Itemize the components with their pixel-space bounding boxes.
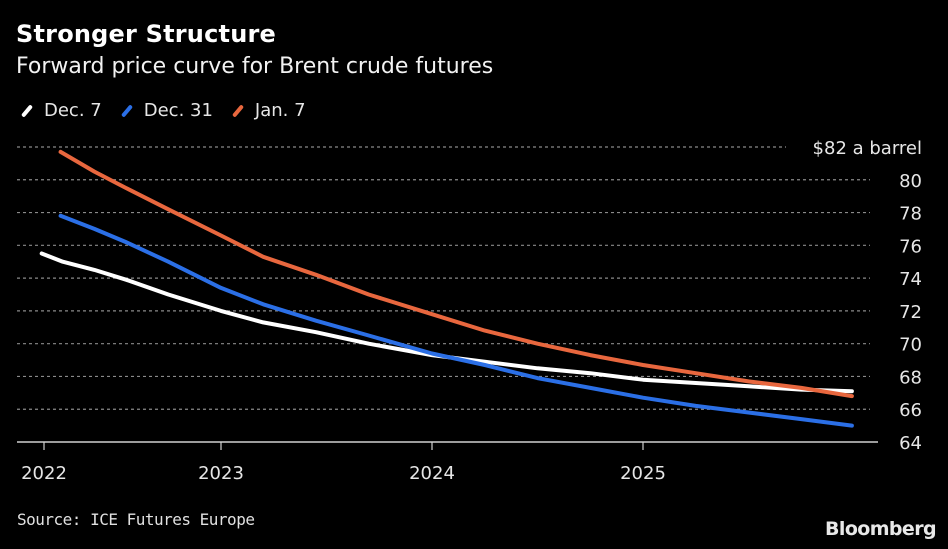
series-lines [39, 149, 854, 428]
series-line-jan-7 [58, 149, 854, 399]
y-tick-label-66: 66 [899, 400, 922, 421]
y-tick-label-82: $82 a barrel [813, 138, 922, 159]
legend-label-jan-7: Jan. 7 [254, 100, 306, 121]
y-tick-label-64: 64 [899, 433, 922, 454]
chart-subtitle: Forward price curve for Brent crude futu… [16, 54, 494, 79]
y-tick-label-76: 76 [899, 236, 922, 257]
y-tick-label-80: 80 [899, 171, 922, 192]
y-tick-label-78: 78 [899, 204, 922, 225]
y-axis-tick-labels: 64 66 68 70 72 74 76 78 80 $82 a barrel [813, 138, 922, 454]
x-tick-label-2022: 2022 [21, 463, 67, 484]
y-tick-label-68: 68 [899, 367, 922, 388]
series-line-dec-7 [39, 251, 854, 394]
legend-item-dec-7: Dec. 7 [18, 100, 102, 121]
gridlines [17, 146, 870, 410]
chart-title: Stronger Structure [16, 20, 276, 48]
legend-item-dec-31: Dec. 31 [118, 100, 213, 121]
series-line-dec-31 [58, 213, 854, 428]
x-axis: 2022 2023 2024 2025 [17, 441, 878, 484]
legend-item-jan-7: Jan. 7 [229, 100, 306, 121]
y-tick-label-74: 74 [899, 269, 922, 290]
legend-label-dec-7: Dec. 7 [44, 100, 102, 121]
x-tick-label-2025: 2025 [620, 463, 666, 484]
source-note: Source: ICE Futures Europe [17, 510, 255, 529]
y-tick-label-70: 70 [899, 335, 922, 356]
chart-legend: Dec. 7 Dec. 31 Jan. 7 [18, 100, 322, 121]
legend-label-dec-31: Dec. 31 [143, 100, 213, 121]
bloomberg-logo: Bloomberg [825, 518, 937, 540]
x-tick-label-2023: 2023 [198, 463, 244, 484]
y-tick-label-72: 72 [899, 302, 922, 323]
x-tick-label-2024: 2024 [409, 463, 455, 484]
